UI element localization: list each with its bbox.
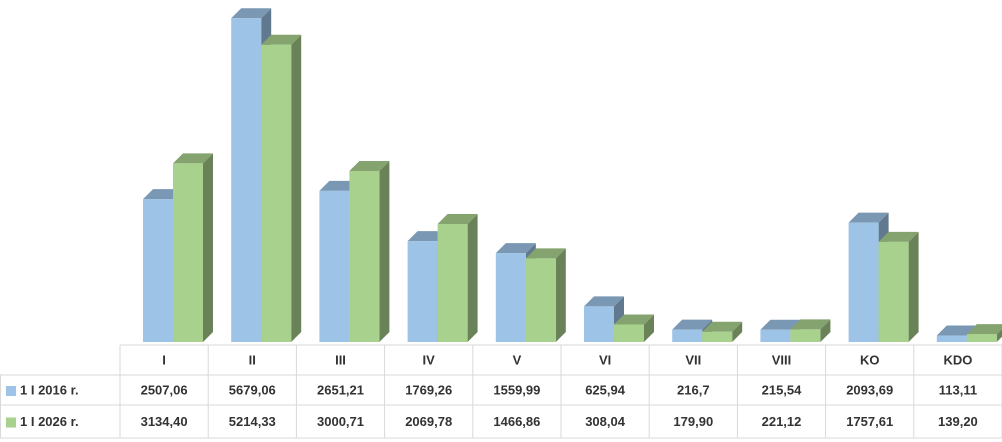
bar-top bbox=[936, 325, 977, 336]
bar-side bbox=[732, 321, 743, 342]
value-label: 1769,26 bbox=[405, 382, 452, 397]
bar-top bbox=[349, 160, 390, 171]
value-label: 139,20 bbox=[938, 414, 978, 429]
bar-side bbox=[467, 214, 478, 342]
bar-top bbox=[173, 153, 213, 164]
bar bbox=[760, 329, 791, 342]
bar-top bbox=[525, 248, 566, 259]
value-label: 1757,61 bbox=[846, 414, 893, 429]
value-label: 215,54 bbox=[762, 382, 803, 397]
value-label: 3000,71 bbox=[317, 414, 364, 429]
value-label: 2093,69 bbox=[846, 382, 893, 397]
bar-side bbox=[644, 314, 654, 342]
bar-top bbox=[495, 243, 536, 254]
bar bbox=[231, 18, 262, 342]
bar-side bbox=[996, 328, 1002, 342]
value-label: 113,11 bbox=[939, 382, 977, 397]
bar-top bbox=[702, 321, 743, 332]
bar-top bbox=[437, 214, 478, 225]
bar-top bbox=[966, 324, 1002, 335]
category-label: I bbox=[162, 352, 166, 367]
bar-side bbox=[555, 248, 566, 342]
value-label: 2507,06 bbox=[141, 382, 188, 397]
bar-top bbox=[878, 231, 919, 242]
bar-top bbox=[848, 212, 889, 223]
bar-top bbox=[672, 319, 713, 330]
value-label: 1559,99 bbox=[493, 382, 540, 397]
bar bbox=[584, 306, 614, 342]
category-label: III bbox=[335, 352, 346, 367]
value-label: 2651,21 bbox=[317, 382, 364, 397]
value-label: 2069,78 bbox=[405, 414, 452, 429]
category-label: II bbox=[249, 352, 256, 367]
value-label: 5214,33 bbox=[229, 414, 276, 429]
category-label: VI bbox=[599, 352, 611, 367]
bar-top bbox=[261, 34, 302, 45]
bar-top bbox=[614, 314, 654, 325]
bar-side bbox=[291, 34, 302, 342]
bar bbox=[407, 241, 438, 342]
value-label: 221,12 bbox=[762, 414, 802, 429]
bar bbox=[848, 222, 879, 342]
legend-swatch bbox=[6, 386, 16, 396]
category-label: V bbox=[513, 352, 522, 367]
bar bbox=[261, 44, 292, 342]
bar bbox=[672, 329, 703, 342]
bar bbox=[349, 170, 380, 342]
bar bbox=[702, 331, 733, 342]
bar bbox=[143, 199, 173, 342]
value-label: 308,04 bbox=[585, 414, 626, 429]
bar bbox=[878, 241, 909, 342]
bar bbox=[319, 190, 350, 342]
bar-side bbox=[203, 153, 213, 342]
category-label: IV bbox=[423, 352, 436, 367]
category-label: KO bbox=[860, 352, 880, 367]
value-label: 3134,40 bbox=[141, 414, 188, 429]
legend-swatch bbox=[6, 417, 16, 428]
value-label: 625,94 bbox=[585, 382, 626, 397]
bar-side bbox=[820, 319, 831, 342]
category-label: VIII bbox=[772, 352, 792, 367]
bar-top bbox=[760, 319, 801, 330]
bar bbox=[614, 324, 644, 342]
bar bbox=[790, 329, 821, 342]
bar bbox=[437, 224, 468, 342]
value-label: 179,90 bbox=[673, 414, 713, 429]
bar-side bbox=[908, 231, 919, 342]
bar bbox=[525, 258, 556, 342]
value-label: 216,7 bbox=[677, 382, 710, 397]
value-label: 1466,86 bbox=[493, 414, 540, 429]
category-label: KDO bbox=[943, 352, 972, 367]
bar bbox=[966, 334, 997, 342]
value-label: 5679,06 bbox=[229, 382, 276, 397]
category-label: VII bbox=[685, 352, 701, 367]
legend-label: 1 I 2016 r. bbox=[20, 382, 79, 397]
bar-top bbox=[231, 8, 272, 19]
bar bbox=[173, 163, 203, 342]
bar-top bbox=[584, 296, 624, 307]
bar-top bbox=[790, 319, 831, 330]
bar bbox=[495, 253, 526, 342]
bar bbox=[936, 335, 967, 342]
bar-side bbox=[379, 160, 390, 342]
legend-label: 1 I 2026 r. bbox=[20, 414, 79, 429]
